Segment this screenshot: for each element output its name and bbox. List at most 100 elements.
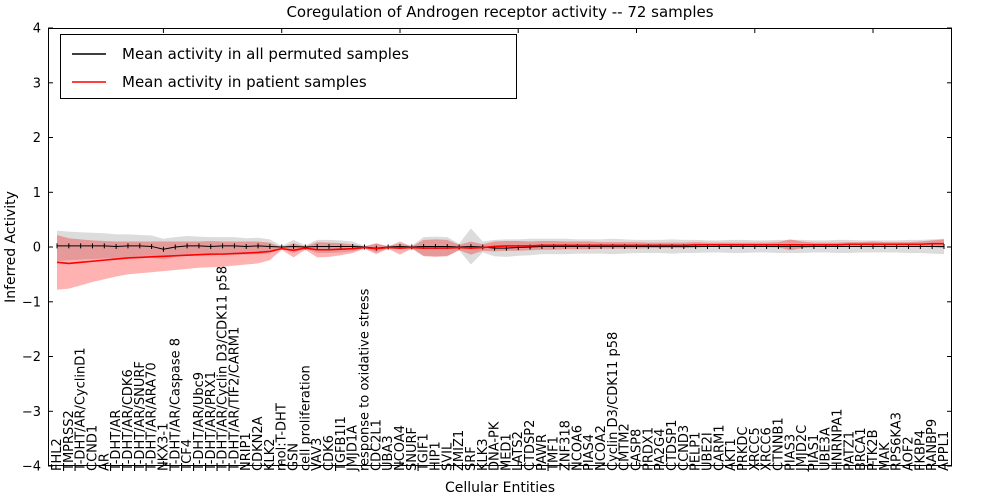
x-tick-label: TGFB1I1 (334, 416, 349, 472)
x-tick-label: CTDSP2 (523, 420, 538, 471)
x-tick-label: PRDX1 (641, 427, 656, 471)
x-tick-label: JMJD1A (346, 425, 361, 472)
x-tick-label: XRCC5 (748, 427, 763, 471)
x-tick-label: TGIF1 (417, 433, 432, 472)
y-tick-labels: 4 3 2 1 0 −1 −2 −3 −4 (22, 22, 41, 475)
x-tick-label: TCF4 (180, 439, 195, 472)
y-axis-label: Inferred Activity (3, 191, 19, 303)
x-tick-label: response to oxidative stress (357, 288, 372, 471)
y-tick-label: −4 (22, 460, 41, 475)
x-tick-label: NRIP1 (239, 432, 254, 471)
x-tick-label: HNRNPA1 (831, 409, 846, 471)
x-tick-label: UBE2I (700, 432, 715, 471)
x-tick-label: DNA-PK (488, 421, 503, 471)
x-tick-label: CASP8 (630, 429, 645, 471)
x-tick-label: TMF1 (547, 436, 562, 472)
x-tick-label: NCOA2 (594, 425, 609, 471)
x-tick-label: T-DHT/AR/Cyclin D3/CDK11 p58 (216, 266, 231, 472)
x-tick-label: FHL2 (50, 438, 65, 471)
x-tick-label: ZNF318 (559, 420, 574, 471)
x-tick-label: HIP1 (428, 441, 443, 471)
y-tick-label: 4 (33, 22, 41, 37)
chart-title: Coregulation of Androgen receptor activi… (286, 3, 713, 21)
x-tick-label: T-DHT/AR/CDK6 (121, 369, 136, 472)
x-tick-label: SRF (464, 446, 479, 471)
x-tick-label: SNURF (405, 427, 420, 471)
x-tick-label: CTNNB1 (771, 417, 786, 471)
x-tick-label: CARM1 (712, 425, 727, 472)
x-tick-label: APPL1 (937, 431, 952, 471)
x-tick-label: LATS2 (511, 431, 526, 471)
x-tick-label: NCOA4 (393, 425, 408, 471)
x-tick-label: CCND1 (85, 425, 100, 471)
x-tick-label: AR (97, 453, 112, 471)
y-tick-label: 2 (33, 131, 41, 146)
x-tick-label: NKX3-1 (156, 423, 171, 471)
legend: Mean activity in all permuted samples Me… (60, 34, 517, 99)
permuted-point-markers (56, 243, 945, 252)
x-tick-label: AOF2 (902, 436, 917, 471)
x-tick-label: PAWR (535, 434, 550, 471)
axis-ticks (48, 27, 952, 467)
x-tick-label: VAV3 (310, 438, 325, 471)
patient-mean-line (56, 242, 944, 265)
y-tick-label: 3 (33, 76, 41, 91)
x-tick-label: PIAS1 (807, 434, 822, 471)
x-tick-label: TMPRSS2 (62, 410, 77, 472)
x-tick-label: UBE3A (819, 427, 834, 471)
x-tick-label: T-DHT/AR/PRX1 (204, 371, 219, 472)
x-tick-label: T-DHT/AR/CyclinD1 (74, 347, 89, 472)
x-tick-label: MED1 (499, 433, 514, 471)
x-axis-label: Cellular Entities (445, 480, 555, 496)
legend-label-permuted-samples: Mean activity in all permuted samples (122, 45, 409, 63)
x-tick-label: RPS6KA3 (890, 412, 905, 471)
x-tick-label: CMTM2 (618, 423, 633, 471)
x-tick-label: T-DHT/AR/Ubc9 (192, 372, 207, 472)
x-tick-label: T-DHT/AR/SNURF (133, 361, 148, 472)
x-tick-label: XRCC6 (760, 427, 775, 471)
confidence-bands (57, 228, 944, 290)
x-tick-label: SVIL (440, 442, 455, 471)
x-tick-label: PRKDC (736, 427, 751, 471)
x-tick-label: AKT1 (724, 438, 739, 471)
y-tick-label: −1 (22, 295, 41, 310)
x-tick-label: CCND3 (677, 425, 692, 471)
x-tick-label: PELP1 (689, 432, 704, 471)
legend-label-patient-samples: Mean activity in patient samples (122, 73, 367, 91)
x-tick-label: T-DHT/AR/TIF2/CARM1 (227, 327, 242, 472)
x-tick-label: RANBP9 (925, 419, 940, 471)
x-tick-label: PIAS4 (582, 434, 597, 471)
x-tick-label: CTDSP1 (665, 420, 680, 471)
x-tick-label: GSN (287, 443, 302, 471)
x-tick-label: PTK2B (866, 430, 881, 472)
legend-box (60, 34, 517, 99)
x-tick-label: T-DHT/AR/Caspase 8 (168, 338, 183, 472)
x-tick-label: BRCA1 (854, 427, 869, 471)
x-tick-label: JMJD2C (795, 425, 810, 472)
x-tick-label: PATZ1 (842, 431, 857, 471)
patient-std-band (57, 234, 944, 290)
y-tick-label: −2 (22, 350, 41, 365)
y-tick-label: 1 (33, 186, 41, 201)
y-tick-label: 0 (33, 241, 41, 256)
x-tick-label: NCOA6 (570, 425, 585, 471)
x-tick-label: KLK2 (263, 438, 278, 471)
y-tick-label: −3 (22, 405, 41, 420)
x-tick-label: Cyclin D3/CDK11 p58 (606, 332, 621, 471)
x-tick-label: cell proliferation (298, 365, 313, 471)
x-tick-label: FKBP4 (913, 430, 928, 471)
x-tick-label: MAK (878, 442, 893, 471)
x-tick-label: T-DHT/AR (109, 410, 124, 472)
x-tick-label: CDC2L1 (369, 419, 384, 471)
x-tick-label: mol:T-DHT (275, 403, 290, 471)
mean-lines (56, 242, 945, 265)
permuted-mean-line (57, 245, 944, 250)
x-tick-label: ZMIZ1 (452, 430, 467, 471)
x-tick-labels: FHL2TMPRSS2T-DHT/AR/CyclinD1CCND1ART-DHT… (50, 266, 952, 472)
x-tick-label: T-DHT/AR/ARA70 (145, 362, 160, 472)
x-tick-label: CDKN2A (251, 416, 266, 471)
x-tick-label: PIAS3 (783, 434, 798, 471)
x-tick-label: KLK3 (476, 438, 491, 471)
